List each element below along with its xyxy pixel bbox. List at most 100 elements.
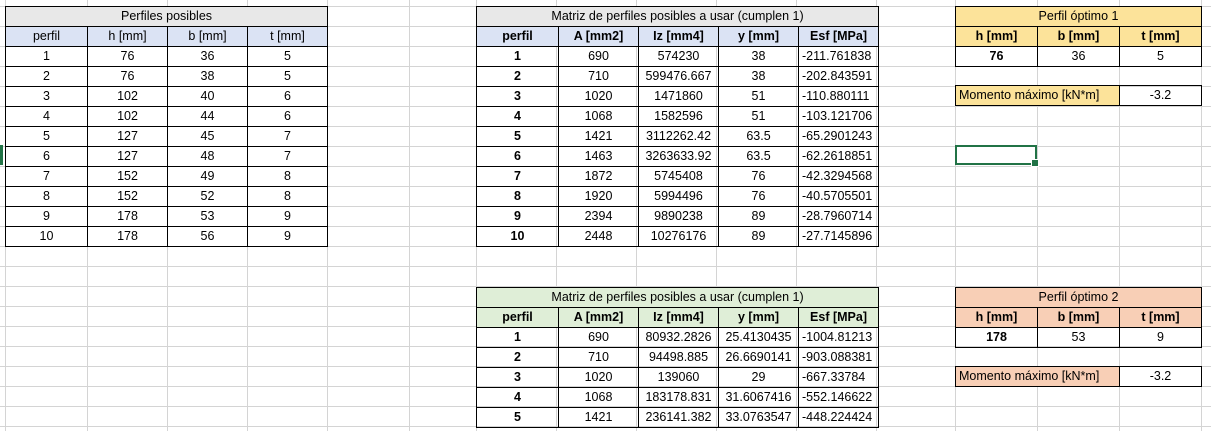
table-cell[interactable]: 5 (246, 46, 329, 67)
momento-1-label[interactable]: Momento máximo [kN*m] (955, 85, 1120, 106)
table-cell[interactable]: -448.224424 (797, 407, 880, 428)
column-header[interactable]: b [mm] (167, 26, 248, 47)
table-cell[interactable]: -552.146622 (797, 387, 880, 408)
table-cell[interactable]: -65.2901243 (797, 126, 880, 147)
table-cell[interactable]: 7 (5, 166, 88, 187)
table-cell[interactable]: 1020 (558, 86, 639, 107)
table-cell[interactable]: 40 (167, 86, 248, 107)
table-cell[interactable]: 76 (87, 46, 168, 67)
table-cell[interactable]: -27.7145896 (797, 226, 880, 247)
table-cell[interactable]: 26.6690141 (718, 347, 799, 368)
matriz-1-title[interactable]: Matriz de perfiles posibles a usar (cump… (475, 6, 880, 27)
table-cell[interactable]: 36 (167, 46, 248, 67)
table-cell[interactable]: 38 (718, 46, 799, 67)
table-cell[interactable]: 127 (87, 146, 168, 167)
momento-1-value[interactable]: -3.2 (1119, 85, 1202, 106)
table-cell[interactable]: 1463 (558, 146, 639, 167)
table-cell[interactable]: 102 (87, 106, 168, 127)
momento-2-value[interactable]: -3.2 (1119, 366, 1202, 387)
column-header[interactable]: A [mm2] (558, 26, 639, 47)
table-cell[interactable]: -110.880111 (797, 86, 880, 107)
table-cell[interactable]: -211.761838 (797, 46, 880, 67)
table-cell[interactable]: 2 (476, 347, 559, 368)
table-cell[interactable]: 53 (167, 206, 248, 227)
column-header[interactable]: Esf [MPa] (797, 307, 880, 328)
optimo-2-h-cell[interactable]: 178 (955, 327, 1038, 348)
table-cell[interactable]: 4 (5, 106, 88, 127)
column-header[interactable]: b [mm] (1037, 307, 1120, 328)
table-cell[interactable]: 52 (167, 186, 248, 207)
table-cell[interactable]: 9 (476, 206, 559, 227)
column-header[interactable]: Iz [mm4] (638, 26, 719, 47)
column-header[interactable]: y [mm] (718, 26, 799, 47)
table-cell[interactable]: 5 (476, 126, 559, 147)
table-cell[interactable]: 152 (87, 166, 168, 187)
column-header[interactable]: h [mm] (955, 307, 1038, 328)
table-cell[interactable]: 51 (718, 106, 799, 127)
table-cell[interactable]: 9 (246, 226, 329, 247)
table-cell[interactable]: 5 (246, 66, 329, 87)
table-cell[interactable]: 51 (718, 86, 799, 107)
table-cell[interactable]: 8 (246, 166, 329, 187)
table-cell[interactable]: 1872 (558, 166, 639, 187)
table-cell[interactable]: 45 (167, 126, 248, 147)
table-cell[interactable]: -202.843591 (797, 66, 880, 87)
table-cell[interactable]: 710 (558, 66, 639, 87)
table-cell[interactable]: -42.3294568 (797, 166, 880, 187)
table-cell[interactable]: 1471860 (638, 86, 719, 107)
table-cell[interactable]: 690 (558, 46, 639, 67)
column-header[interactable]: h [mm] (87, 26, 168, 47)
table-cell[interactable]: -28.7960714 (797, 206, 880, 227)
table-cell[interactable]: -1004.81213 (797, 327, 880, 348)
column-header[interactable]: perfil (476, 307, 559, 328)
table-cell[interactable]: 7 (246, 126, 329, 147)
table-cell[interactable]: 10276176 (638, 226, 719, 247)
optimo-1-h-cell[interactable]: 76 (955, 46, 1038, 67)
table-cell[interactable]: 76 (718, 186, 799, 207)
table-cell[interactable]: -62.2618851 (797, 146, 880, 167)
table-cell[interactable]: 127 (87, 126, 168, 147)
optimo-1-t-cell[interactable]: 5 (1119, 46, 1202, 67)
table-cell[interactable]: 9 (5, 206, 88, 227)
optimo-2-t-cell[interactable]: 9 (1119, 327, 1202, 348)
column-header[interactable]: t [mm] (1119, 307, 1202, 328)
table-cell[interactable]: 63.5 (718, 146, 799, 167)
table-cell[interactable]: 2394 (558, 206, 639, 227)
column-header[interactable]: perfil (5, 26, 88, 47)
table-cell[interactable]: 89 (718, 206, 799, 227)
table-cell[interactable]: 178 (87, 206, 168, 227)
table-cell[interactable]: 8 (5, 186, 88, 207)
table-cell[interactable]: 10 (5, 226, 88, 247)
table-cell[interactable]: 3112262.42 (638, 126, 719, 147)
selected-cell[interactable] (955, 145, 1039, 167)
table-cell[interactable]: 9 (246, 206, 329, 227)
table-cell[interactable]: 102 (87, 86, 168, 107)
table-cell[interactable]: 8 (246, 186, 329, 207)
table-cell[interactable]: 3 (476, 367, 559, 388)
table-cell[interactable]: 94498.885 (638, 347, 719, 368)
table-cell[interactable]: 89 (718, 226, 799, 247)
table-cell[interactable]: 7 (476, 166, 559, 187)
table-cell[interactable]: 76 (87, 66, 168, 87)
table-cell[interactable]: 710 (558, 347, 639, 368)
perfil-optimo-2-title[interactable]: Perfil óptimo 2 (955, 287, 1202, 308)
perfil-optimo-1-title[interactable]: Perfil óptimo 1 (955, 6, 1202, 27)
column-header[interactable]: Iz [mm4] (638, 307, 719, 328)
table-cell[interactable]: 1582596 (638, 106, 719, 127)
table-cell[interactable]: 29 (718, 367, 799, 388)
table-cell[interactable]: 690 (558, 327, 639, 348)
table-cell[interactable]: 4 (476, 106, 559, 127)
table-cell[interactable]: 3263633.92 (638, 146, 719, 167)
column-header[interactable]: t [mm] (1119, 26, 1202, 47)
fill-handle[interactable] (1031, 159, 1039, 167)
table-cell[interactable]: 49 (167, 166, 248, 187)
table-cell[interactable]: 178 (87, 226, 168, 247)
table-cell[interactable]: 6 (246, 106, 329, 127)
table-cell[interactable]: -103.121706 (797, 106, 880, 127)
table-cell[interactable]: 574230 (638, 46, 719, 67)
table-cell[interactable]: 48 (167, 146, 248, 167)
table-cell[interactable]: 63.5 (718, 126, 799, 147)
table-cell[interactable]: 8 (476, 186, 559, 207)
table-cell[interactable]: 4 (476, 387, 559, 408)
table-cell[interactable]: 1020 (558, 367, 639, 388)
